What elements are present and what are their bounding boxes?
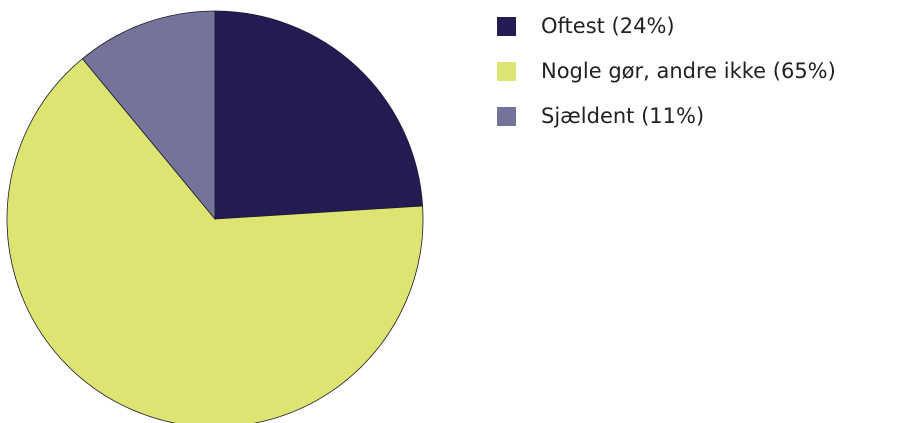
legend-swatch-nogle	[497, 62, 516, 81]
pie-slice-oftest	[214, 10, 424, 220]
legend-label-sjaeldent: Sjældent (11%)	[541, 104, 705, 128]
legend-label-oftest: Oftest (24%)	[541, 14, 675, 38]
legend-item-oftest: Oftest (24%)	[497, 16, 836, 37]
chart-legend: Oftest (24%) Nogle gør, andre ikke (65%)…	[497, 16, 836, 151]
legend-item-sjaeldent: Sjældent (11%)	[497, 106, 836, 127]
pie-chart	[6, 10, 424, 423]
pie-slice-sjaeldent	[81, 10, 216, 221]
legend-swatch-oftest	[497, 17, 516, 36]
legend-swatch-sjaeldent	[497, 107, 516, 126]
legend-item-nogle: Nogle gør, andre ikke (65%)	[497, 61, 836, 82]
pie-slice-nogle	[6, 58, 424, 423]
legend-label-nogle: Nogle gør, andre ikke (65%)	[541, 59, 836, 83]
